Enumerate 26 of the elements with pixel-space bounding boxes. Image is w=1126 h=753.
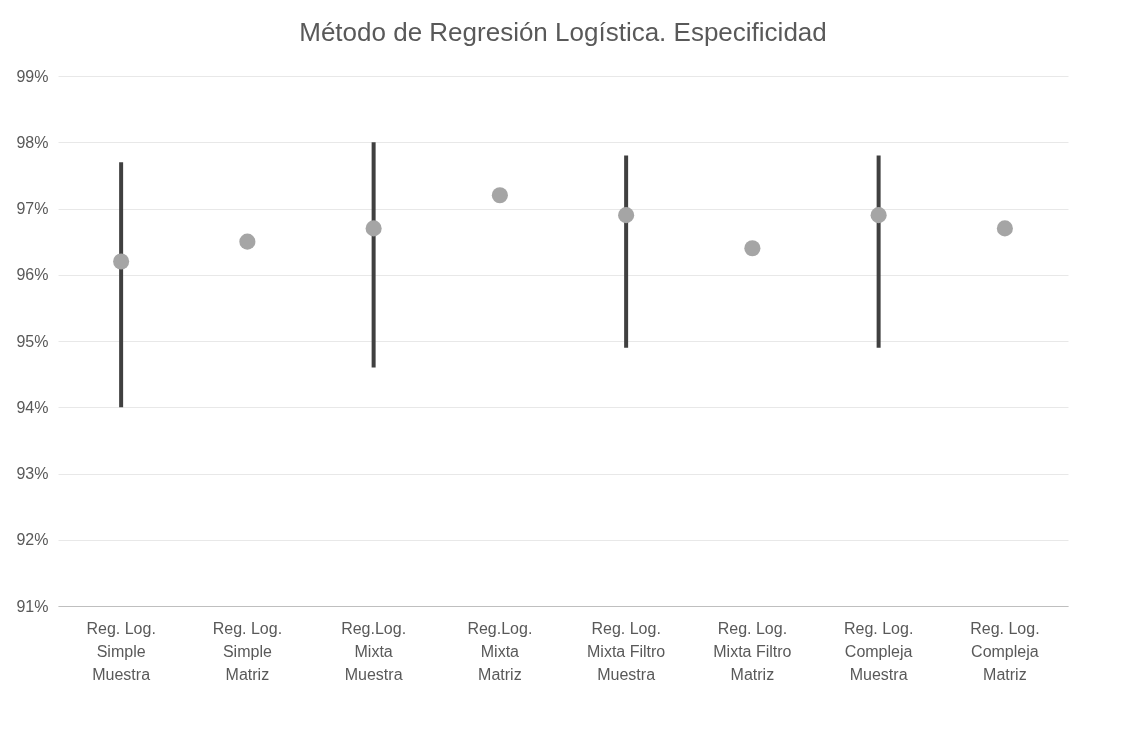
x-tick-label: Reg. Log. Simple Matriz	[212, 619, 283, 683]
y-tick-label: 93%	[16, 465, 49, 482]
chart-title: Método de Regresión Logística. Especificidad	[299, 17, 827, 47]
x-tick-label: Reg. Log. Compleja Matriz	[970, 619, 1040, 683]
point	[996, 220, 1013, 237]
x-tick-label: Reg.Log. Mixta Muestra	[341, 619, 407, 683]
y-tick-label: 94%	[16, 398, 49, 416]
point	[491, 187, 508, 204]
point	[870, 207, 887, 224]
y-tick-label: 97%	[16, 200, 49, 217]
point	[113, 253, 130, 270]
y-tick-label: 91%	[16, 597, 49, 615]
point	[365, 220, 382, 237]
point	[239, 233, 256, 250]
y-tick-label: 92%	[16, 531, 49, 549]
x-tick-label: Reg. Log. Simple Muestra	[86, 619, 156, 683]
y-tick-label: 99%	[16, 67, 49, 85]
x-tick-label: Reg. Log. Compleja Muestra	[843, 619, 914, 683]
point	[618, 207, 635, 224]
x-tick-label: Reg. Log. Mixta Filtro Muestra	[587, 619, 666, 683]
x-tick-label: Reg.Log. Mixta Matriz	[467, 619, 533, 683]
x-tick-label: Reg. Log. Mixta Filtro Matriz	[713, 619, 792, 683]
y-tick-label: 96%	[16, 266, 49, 284]
y-tick-label: 98%	[16, 133, 49, 151]
y-tick-label: 95%	[16, 332, 49, 350]
point	[744, 240, 761, 257]
